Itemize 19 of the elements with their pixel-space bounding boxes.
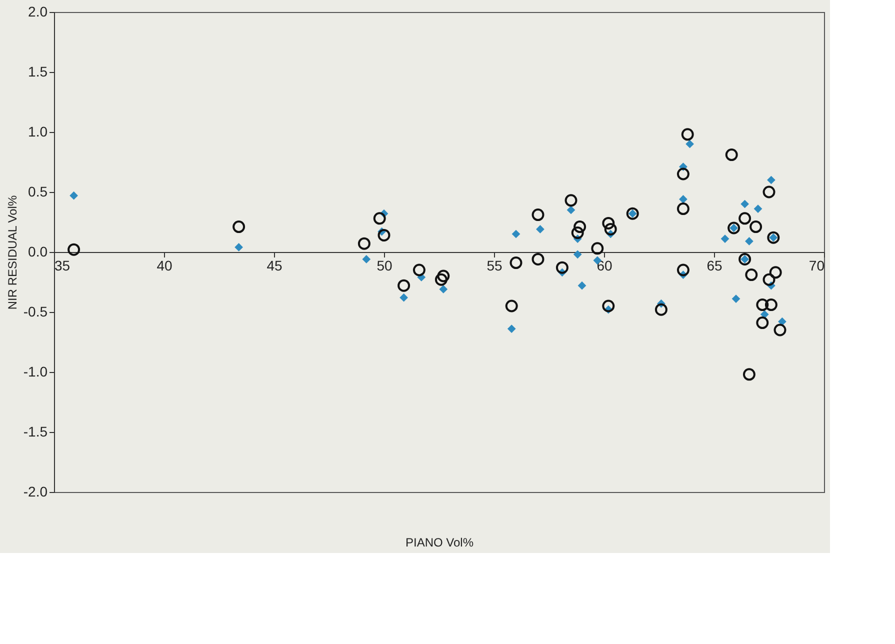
y-tick-label: -1.5 [23,424,48,440]
y-tick-label: 0.5 [28,184,48,200]
x-axis-title: PIANO Vol% [405,536,474,550]
y-tick-label: 1.0 [28,124,48,140]
x-tick-label: 55 [486,258,502,274]
y-tick-label: -2.0 [23,484,48,500]
y-tick-label: -0.5 [23,304,48,320]
x-tick-label: 50 [376,258,392,274]
y-tick-label: 2.0 [28,4,48,20]
y-tick-label: 0.0 [28,244,48,260]
x-tick-label: 40 [156,258,172,274]
x-tick-label: 35 [54,258,70,274]
y-axis-title: NIR RESIDUAL Vol% [5,195,20,310]
y-tick-label: -1.0 [23,364,48,380]
x-tick-label: 65 [706,258,722,274]
x-tick-label: 70 [808,258,825,274]
y-tick-label: 1.5 [28,64,48,80]
x-tick-label: 60 [596,258,612,274]
x-tick-label: 45 [266,258,282,274]
